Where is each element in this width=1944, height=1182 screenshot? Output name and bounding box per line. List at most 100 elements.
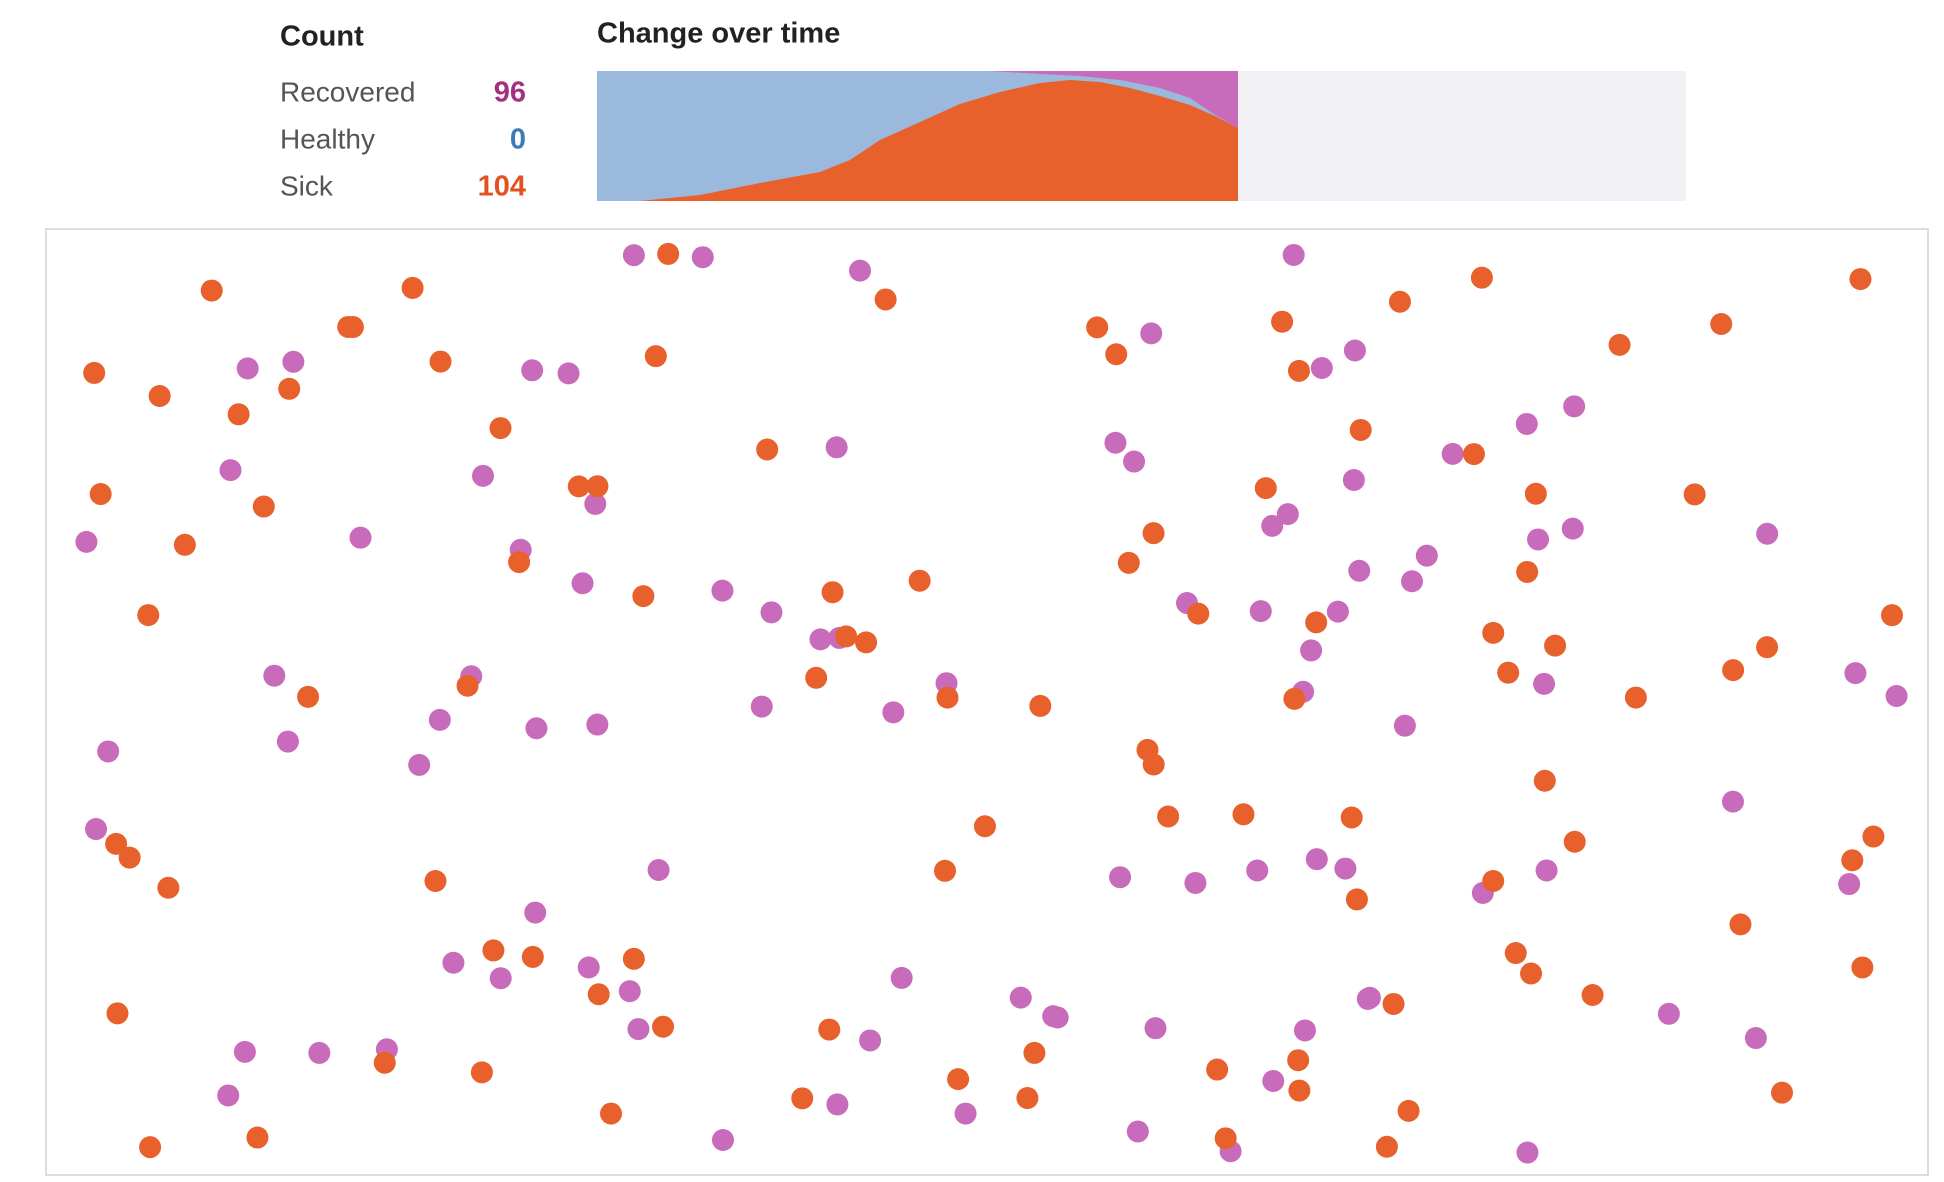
person-dot [1214, 1127, 1237, 1150]
person-dot [1009, 986, 1032, 1009]
person-dot [1851, 956, 1874, 979]
person-dot [973, 815, 996, 838]
chart-title: Change over time [597, 18, 840, 50]
person-dot [933, 859, 956, 882]
person-dot [236, 357, 259, 380]
person-dot [1142, 753, 1165, 776]
person-dot [428, 708, 451, 731]
person-dot [217, 1084, 240, 1107]
person-dot [1184, 871, 1207, 894]
person-dot [1305, 848, 1328, 871]
person-dot [1349, 418, 1372, 441]
person-dot [219, 459, 242, 482]
person-dot [1482, 869, 1505, 892]
person-dot [1261, 514, 1284, 537]
person-dot [75, 530, 98, 553]
person-dot [1561, 517, 1584, 540]
person-dot [825, 436, 848, 459]
person-dot [1305, 611, 1328, 634]
dots [75, 242, 1908, 1164]
person-dot [1246, 859, 1269, 882]
person-dot [521, 945, 544, 968]
person-dot [1340, 806, 1363, 829]
person-dot [791, 1087, 814, 1110]
person-dot [557, 362, 580, 385]
person-dot [691, 246, 714, 269]
person-dot [756, 438, 779, 461]
person-dot [1157, 805, 1180, 828]
person-dot [1710, 313, 1733, 336]
person-dot [276, 730, 299, 753]
person-dot [85, 818, 108, 841]
person-dot [874, 288, 897, 311]
person-dot [1382, 992, 1405, 1015]
person-dot [263, 664, 286, 687]
person-dot [627, 1018, 650, 1041]
person-dot [1375, 1135, 1398, 1158]
person-dot [1334, 857, 1357, 880]
person-dot [1232, 803, 1255, 826]
person-dot [148, 384, 171, 407]
person-dot [1326, 600, 1349, 623]
person-dot [1535, 859, 1558, 882]
person-dot [809, 628, 832, 651]
person-dot [805, 666, 828, 689]
person-dot [1029, 694, 1052, 717]
timeline-sick-area [640, 80, 1238, 201]
person-dot [1343, 339, 1366, 362]
person-dot [1563, 395, 1586, 418]
person-dot [489, 967, 512, 990]
person-dot [1722, 659, 1745, 682]
person-dot [456, 674, 479, 697]
person-dot [1016, 1087, 1039, 1110]
person-dot [1187, 602, 1210, 625]
person-dot [1885, 685, 1908, 708]
person-dot [1515, 412, 1538, 435]
person-dot [657, 242, 680, 265]
person-dot [472, 464, 495, 487]
count-rows: Recovered 96 Healthy 0 Sick 104 [280, 76, 526, 202]
person-dot [1287, 1049, 1310, 1072]
person-dot [1288, 1079, 1311, 1102]
person-dot [89, 483, 112, 506]
person-dot [373, 1051, 396, 1074]
person-dot [1300, 639, 1323, 662]
person-dot [600, 1102, 623, 1125]
person-dot [1287, 359, 1310, 382]
count-label: Recovered [280, 76, 415, 107]
person-dot [1293, 1019, 1316, 1042]
person-dot [849, 259, 872, 282]
person-dot [1516, 1141, 1539, 1164]
person-dot [1862, 825, 1885, 848]
person-dot [1497, 661, 1520, 684]
person-dot [1441, 442, 1464, 465]
person-dot [1283, 687, 1306, 710]
person-dot [1838, 873, 1861, 896]
person-dot [1533, 672, 1556, 695]
person-dot [855, 631, 878, 654]
person-dot [106, 1002, 129, 1025]
person-dot [1397, 1099, 1420, 1122]
person-dot [750, 695, 773, 718]
person-dot [835, 625, 858, 648]
person-dot [200, 279, 223, 302]
person-dot [1400, 570, 1423, 593]
person-dot [1104, 431, 1127, 454]
person-dot [139, 1136, 162, 1159]
person-dot [482, 939, 505, 962]
person-dot [711, 1128, 734, 1151]
person-dot [1581, 983, 1604, 1006]
person-dot [821, 581, 844, 604]
person-dot [586, 713, 609, 736]
person-dot [1140, 322, 1163, 345]
person-dot [173, 533, 196, 556]
count-value: 104 [478, 171, 526, 203]
person-dot [401, 276, 424, 299]
person-dot [890, 966, 913, 989]
person-dot [1683, 483, 1706, 506]
person-dot [1841, 849, 1864, 872]
person-dot [1756, 522, 1779, 545]
person-dot [1046, 1006, 1069, 1029]
